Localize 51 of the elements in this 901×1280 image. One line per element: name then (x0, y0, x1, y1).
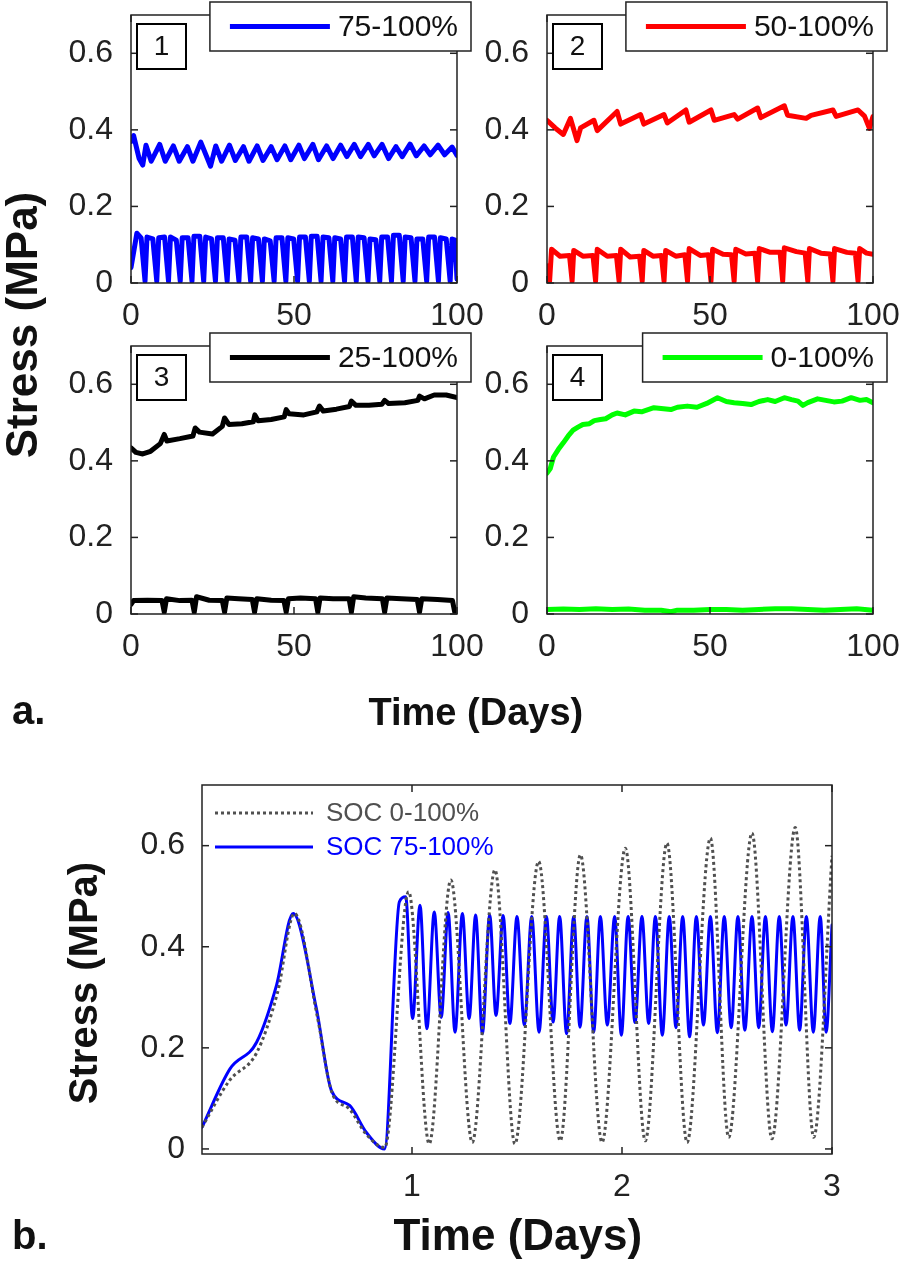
y-tick-label: 0.6 (68, 33, 113, 70)
y-tick-label: 0 (95, 593, 113, 630)
x-tick-label: 100 (846, 296, 900, 333)
annotation: 3 (153, 361, 170, 393)
y-tick-label: 0.4 (140, 926, 185, 963)
y-tick-label: 0.4 (484, 109, 529, 146)
y-tick-label: 0.4 (484, 440, 529, 477)
legend-label: 75-100% (337, 8, 459, 42)
y-tick-label: 0.6 (484, 364, 529, 401)
x-axis-title: Time (Days) (368, 691, 584, 733)
x-tick-label: 100 (430, 627, 484, 664)
x-axis-title: Time (Days) (393, 1210, 643, 1259)
legend-label: 0-100% (770, 339, 874, 373)
text: a. (12, 688, 46, 732)
x-tick-label: 50 (276, 296, 312, 333)
x-tick-label: 2 (613, 1167, 631, 1204)
line-series (202, 895, 832, 1151)
x-tick-label: 50 (692, 627, 728, 664)
x-tick-label: 100 (430, 296, 484, 333)
x-tick-label: 1 (403, 1167, 421, 1204)
y-tick-label: 0.2 (484, 186, 529, 223)
y-tick-label: 0.2 (68, 517, 113, 554)
y-tick-label: 0.2 (68, 186, 113, 223)
y-tick-label: 0 (511, 262, 529, 299)
x-tick-label: 50 (692, 296, 728, 333)
legend-label: SOC 75-100% (326, 831, 494, 862)
annotation: 1 (153, 30, 170, 62)
y-tick-label: 0.2 (484, 517, 529, 554)
y-tick-label: 0.6 (68, 364, 113, 401)
y-tick-label: 0.6 (484, 33, 529, 70)
y-tick-label: 0 (511, 593, 529, 630)
y-tick-label: 0.4 (68, 440, 113, 477)
legend-label: 25-100% (337, 339, 459, 373)
y-tick-label: 0.4 (68, 109, 113, 146)
y-axis-title: Stress (MPa) (61, 861, 106, 1105)
y-tick-label: 0 (95, 262, 113, 299)
annotation: 4 (569, 361, 586, 393)
x-tick-label: 50 (276, 627, 312, 664)
text: b. (12, 1213, 48, 1257)
x-tick-label: 100 (846, 627, 900, 664)
y-tick-label: 0.6 (140, 825, 185, 862)
y-tick-label: 0 (167, 1128, 185, 1165)
x-tick-label: 0 (538, 627, 556, 664)
legend-label: SOC 0-100% (326, 797, 480, 828)
x-tick-label: 3 (823, 1167, 841, 1204)
line-series (202, 825, 832, 1149)
y-tick-label: 0.2 (140, 1027, 185, 1064)
legend-label: 50-100% (753, 8, 875, 42)
y-axis-title: Stress (MPa) (0, 191, 46, 459)
x-tick-label: 0 (538, 296, 556, 333)
annotation: 2 (569, 30, 586, 62)
